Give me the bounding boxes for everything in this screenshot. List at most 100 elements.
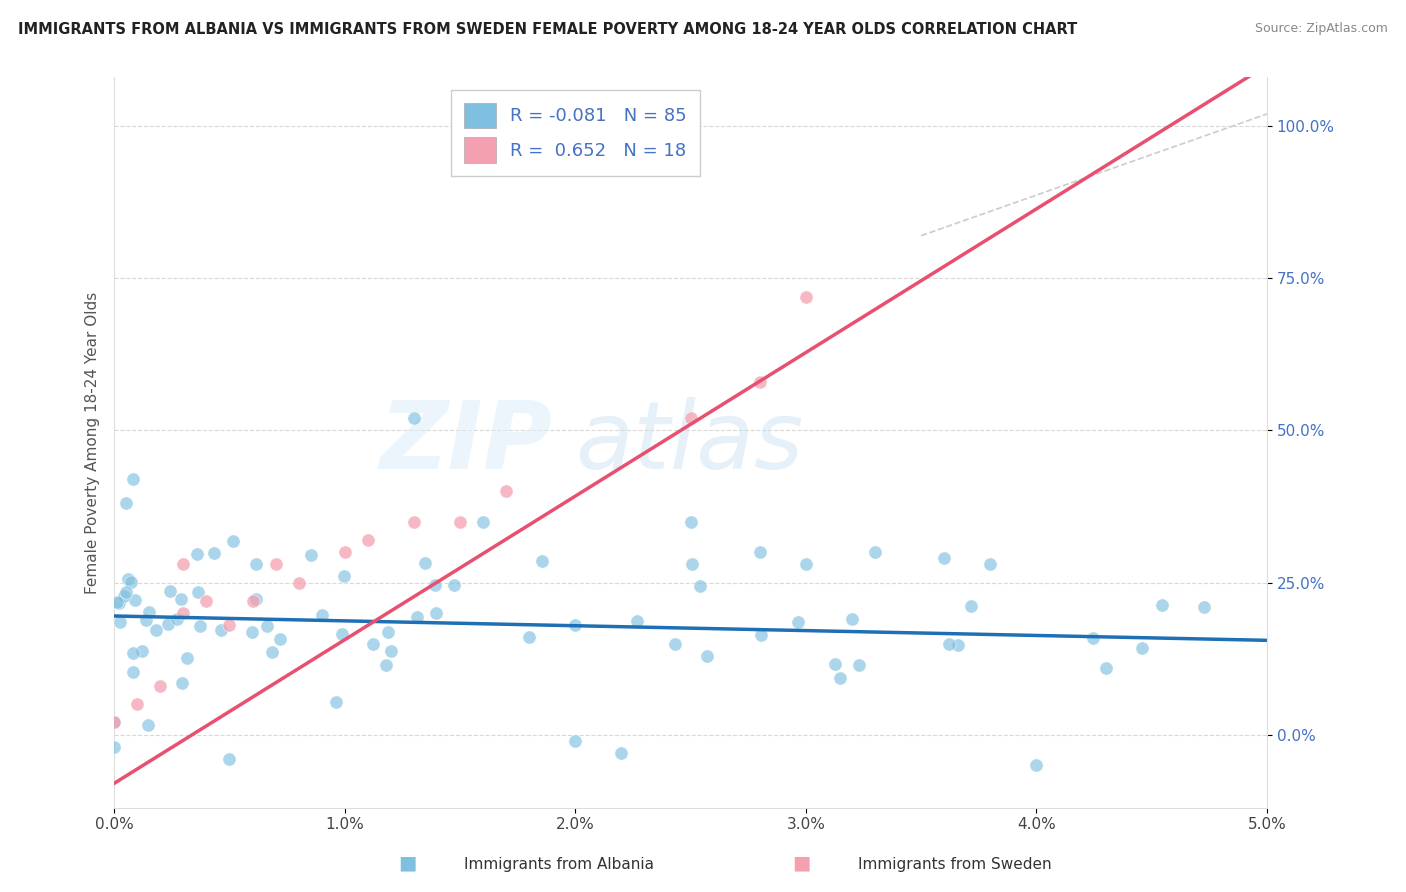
Point (166, 612, 188, 626)
Point (136, 717, 159, 731)
Point (240, 625, 263, 640)
Point (103, 715, 125, 730)
Point (112, 589, 135, 603)
Point (679, 411, 702, 425)
Point (1150, 598, 1173, 612)
Point (127, 697, 149, 711)
Legend: R = -0.081   N = 85, R =  0.652   N = 18: R = -0.081 N = 85, R = 0.652 N = 18 (451, 90, 700, 176)
Point (156, 617, 179, 632)
Point (333, 545, 356, 559)
Point (413, 556, 436, 570)
Point (262, 644, 284, 658)
Point (361, 637, 384, 651)
Point (681, 557, 703, 571)
Point (269, 632, 291, 646)
Point (218, 618, 240, 632)
Point (948, 638, 970, 652)
Text: ZIP: ZIP (380, 397, 553, 489)
Point (256, 619, 278, 633)
Point (610, 746, 633, 760)
Point (103, 739, 125, 754)
Point (794, 289, 817, 303)
Point (828, 671, 851, 685)
Point (443, 578, 465, 592)
Point (1192, 600, 1215, 615)
Point (176, 651, 198, 665)
Point (374, 658, 396, 673)
Point (325, 695, 347, 709)
Text: Immigrants from Sweden: Immigrants from Sweden (858, 857, 1052, 872)
Point (848, 658, 870, 673)
Point (357, 533, 380, 547)
Point (517, 630, 540, 644)
Text: atlas: atlas (575, 397, 804, 488)
Point (190, 618, 212, 632)
Text: IMMIGRANTS FROM ALBANIA VS IMMIGRANTS FROM SWEDEN FEMALE POVERTY AMONG 18-24 YEA: IMMIGRANTS FROM ALBANIA VS IMMIGRANTS FR… (18, 22, 1077, 37)
Point (172, 606, 194, 620)
Point (120, 575, 142, 590)
Text: Immigrants from Albania: Immigrants from Albania (464, 857, 654, 872)
Point (170, 591, 193, 606)
Point (449, 515, 471, 529)
Point (794, 558, 817, 572)
Point (1025, 758, 1047, 772)
Point (748, 375, 770, 389)
Point (564, 618, 586, 632)
Point (187, 585, 209, 599)
Point (824, 657, 846, 671)
Text: Source: ZipAtlas.com: Source: ZipAtlas.com (1254, 22, 1388, 36)
Point (195, 594, 218, 608)
Point (124, 593, 146, 607)
Point (938, 636, 960, 650)
Y-axis label: Female Poverty Among 18-24 Year Olds: Female Poverty Among 18-24 Year Olds (86, 292, 100, 594)
Point (332, 626, 354, 640)
Point (149, 679, 172, 693)
Point (264, 558, 287, 572)
Point (333, 569, 356, 583)
Point (380, 644, 402, 658)
Point (679, 515, 702, 529)
Point (138, 605, 160, 619)
Point (221, 533, 243, 548)
Point (287, 575, 309, 590)
Point (170, 676, 193, 690)
Point (209, 623, 232, 637)
Point (531, 554, 554, 568)
Point (121, 665, 143, 679)
Point (311, 607, 333, 622)
Point (402, 515, 425, 529)
Point (110, 615, 132, 629)
Point (135, 614, 157, 628)
Point (131, 644, 153, 658)
Point (934, 551, 956, 566)
Point (423, 577, 446, 591)
Point (1130, 640, 1153, 655)
Point (1083, 632, 1105, 646)
Point (664, 637, 686, 651)
Point (159, 583, 181, 598)
Point (245, 592, 267, 607)
Text: ■: ■ (398, 854, 418, 872)
Point (960, 599, 983, 613)
Point (863, 545, 886, 559)
Point (626, 615, 648, 629)
Point (495, 484, 517, 499)
Point (121, 472, 143, 486)
Point (406, 610, 429, 624)
Point (787, 615, 810, 629)
Point (245, 558, 267, 572)
Point (145, 623, 167, 637)
Point (202, 546, 225, 560)
Text: ■: ■ (792, 854, 811, 872)
Point (107, 596, 129, 610)
Point (115, 584, 138, 599)
Point (689, 579, 711, 593)
Point (472, 515, 495, 529)
Point (117, 572, 139, 586)
Point (749, 628, 772, 642)
Point (979, 558, 1001, 572)
Point (425, 606, 447, 620)
Point (841, 612, 863, 626)
Point (377, 625, 399, 640)
Point (299, 548, 322, 562)
